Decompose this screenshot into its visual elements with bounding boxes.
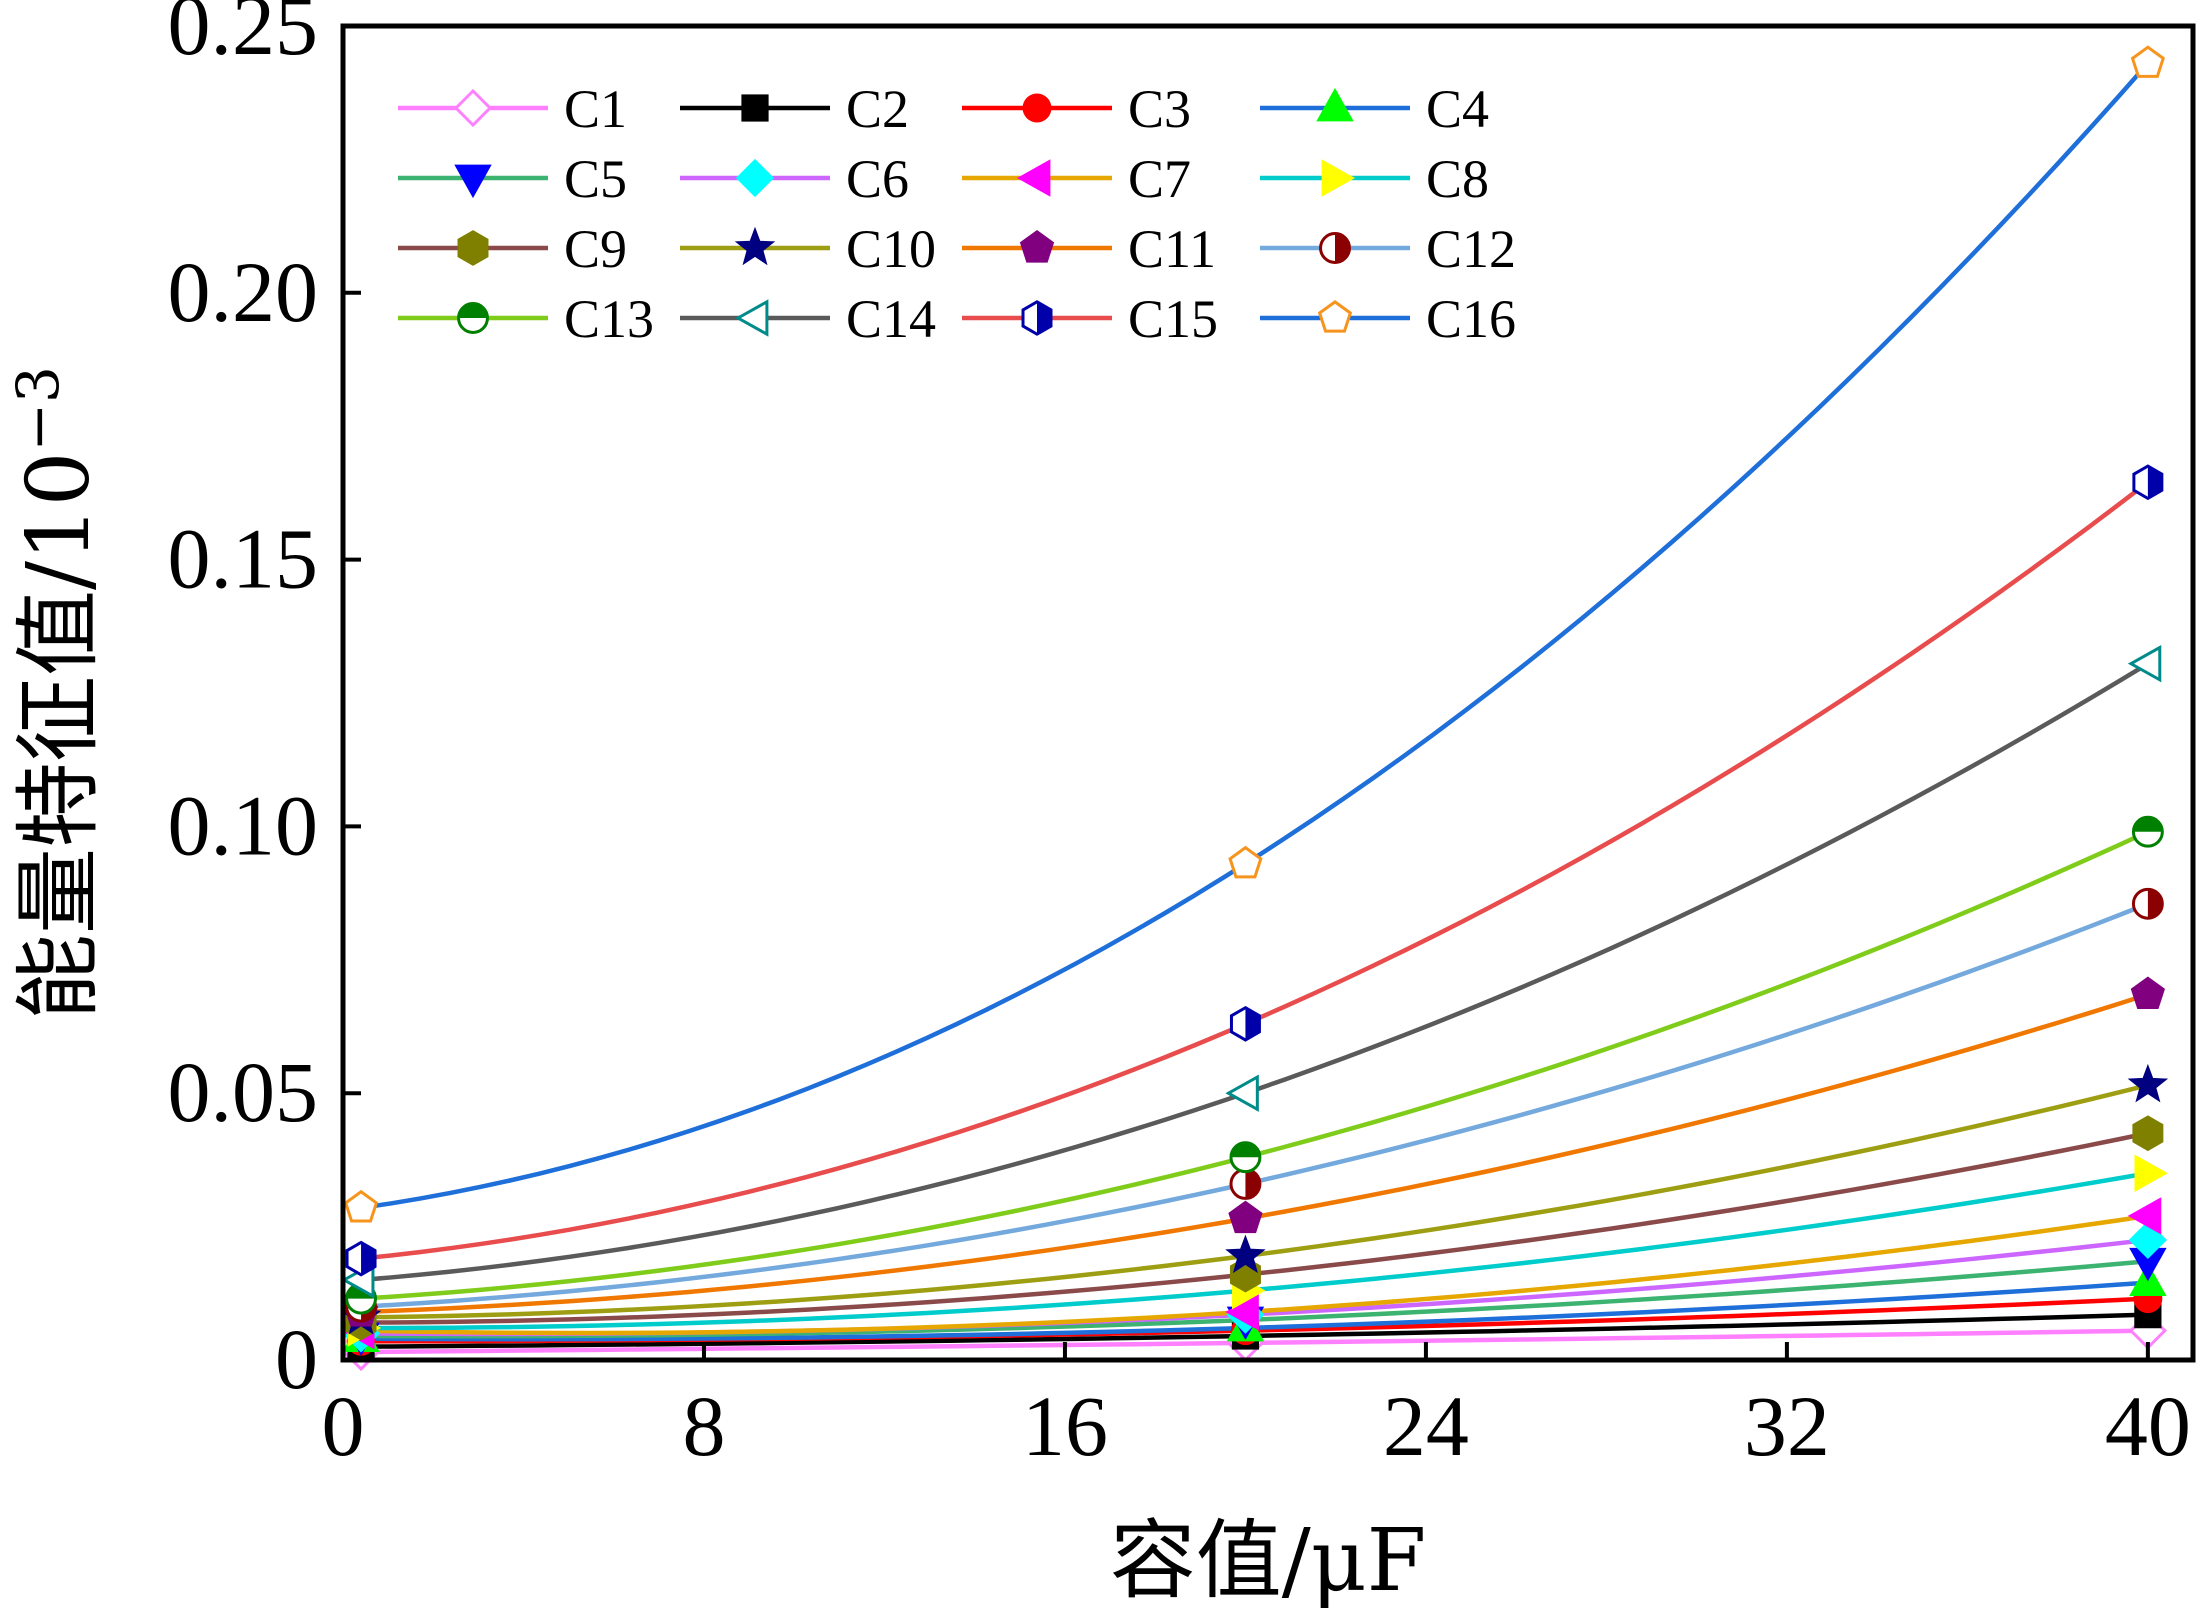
legend-label-c1: C1: [564, 79, 627, 139]
legend-marker-c4: [1316, 87, 1354, 122]
x-tick-label: 32: [1744, 1378, 1830, 1474]
point-c13-1: [1229, 1141, 1262, 1174]
point-c8-2: [2134, 1154, 2168, 1192]
y-tick-label: 0.10: [168, 777, 319, 873]
legend-marker-c14: [734, 299, 769, 337]
legend-marker-c10: [734, 226, 776, 266]
point-c12-1: [1229, 1167, 1262, 1200]
legend-item-c4: C4: [1260, 79, 1489, 139]
legend-label-c8: C8: [1426, 149, 1489, 209]
legend-label-c16: C16: [1426, 289, 1516, 349]
x-tick-label: 24: [1383, 1378, 1469, 1474]
legend-marker-c8: [1321, 159, 1356, 197]
y-axis-title-exponent: −3: [4, 366, 72, 452]
y-tick-label: 0: [275, 1311, 318, 1407]
legend-marker-c11: [1019, 229, 1055, 263]
legend-item-c12: C12: [1260, 219, 1516, 279]
legend-marker-c12: [1319, 232, 1351, 264]
point-c15-2: [2132, 464, 2164, 501]
point-c7-1: [1225, 1293, 1259, 1331]
legend-marker-c16: [1317, 299, 1353, 333]
legend-item-c10: C10: [680, 219, 936, 279]
legend-label-c10: C10: [846, 219, 936, 279]
legend-item-c3: C3: [962, 79, 1191, 139]
point-c7-2: [2127, 1197, 2162, 1235]
legend-marker-c13: [457, 302, 489, 334]
point-c11-1: [1228, 1200, 1263, 1234]
x-axis-title: 容值/μF: [1110, 1511, 1427, 1608]
point-c12-2: [2131, 887, 2164, 920]
legend-item-c7: C7: [962, 149, 1191, 209]
point-c14-1: [1225, 1074, 1259, 1112]
legend-marker-c2: [741, 94, 769, 122]
legend-label-c12: C12: [1426, 219, 1516, 279]
y-axis-title-text: 能量特征值/10: [9, 452, 109, 1020]
legend-label-c7: C7: [1128, 149, 1191, 209]
legend-label-c3: C3: [1128, 79, 1191, 139]
legend-item-c11: C11: [962, 219, 1216, 279]
point-c11-2: [2130, 976, 2166, 1010]
series-markers: [340, 45, 2169, 1372]
point-c10-1: [1225, 1234, 1266, 1274]
x-axis: 0 8 16 24 32 40: [322, 1342, 2191, 1474]
y-tick-label: 0.15: [168, 511, 319, 607]
legend-item-c2: C2: [680, 79, 909, 139]
legend-item-c6: C6: [680, 149, 909, 209]
legend-item-c14: C14: [680, 289, 936, 349]
legend-label-c4: C4: [1426, 79, 1489, 139]
legend-item-c9: C9: [398, 219, 627, 279]
point-c9-2: [2132, 1115, 2164, 1152]
legend-marker-c3: [1022, 93, 1052, 123]
legend-marker-c15: [1021, 300, 1053, 336]
legend-label-c15: C15: [1128, 289, 1218, 349]
legend-marker-c1: [453, 88, 493, 128]
point-c14-2: [2127, 644, 2162, 683]
x-tick-label: 0: [322, 1378, 365, 1474]
legend-label-c5: C5: [564, 149, 627, 209]
point-c15-0: [345, 1240, 377, 1277]
legend-marker-c9: [457, 230, 489, 266]
y-axis-title: 能量特征值/10−3: [4, 366, 109, 1020]
legend-label-c6: C6: [846, 149, 909, 209]
point-c15-1: [1229, 1005, 1261, 1042]
x-tick-label: 16: [1022, 1378, 1108, 1474]
x-tick-label: 40: [2105, 1378, 2191, 1474]
x-tick-label: 8: [682, 1378, 725, 1474]
legend-item-c5: C5: [398, 149, 627, 209]
legend-label-c14: C14: [846, 289, 936, 349]
y-axis: 0 0.05 0.10 0.15 0.20 0.25: [168, 0, 361, 1407]
legend-item-c16: C16: [1260, 289, 1516, 349]
legend-item-c15: C15: [962, 289, 1218, 349]
legend-label-c13: C13: [564, 289, 654, 349]
legend-marker-c7: [1016, 159, 1051, 197]
y-tick-label: 0.20: [168, 244, 319, 340]
legend-item-c13: C13: [398, 289, 654, 349]
y-tick-label: 0.25: [168, 0, 319, 73]
legend-item-c1: C1: [398, 79, 627, 139]
legend-marker-c6: [735, 158, 775, 198]
y-tick-label: 0.05: [168, 1044, 319, 1140]
legend-label-c9: C9: [564, 219, 627, 279]
legend-label-c2: C2: [846, 79, 909, 139]
legend-marker-c5: [454, 164, 492, 199]
point-c16-0: [343, 1189, 379, 1223]
legend-label-c11: C11: [1128, 219, 1216, 279]
point-c16-1: [1228, 845, 1263, 879]
plot-frame: [340, 23, 2196, 1363]
legend: C1 C2 C3 C4 C5 C6 C7 C8 C9 C10 C11 C12 C13 C14 C15 C16: [398, 79, 1516, 349]
point-c10-2: [2127, 1063, 2169, 1103]
point-c13-2: [2131, 815, 2164, 848]
point-c16-2: [2130, 45, 2166, 78]
legend-item-c8: C8: [1260, 149, 1489, 209]
